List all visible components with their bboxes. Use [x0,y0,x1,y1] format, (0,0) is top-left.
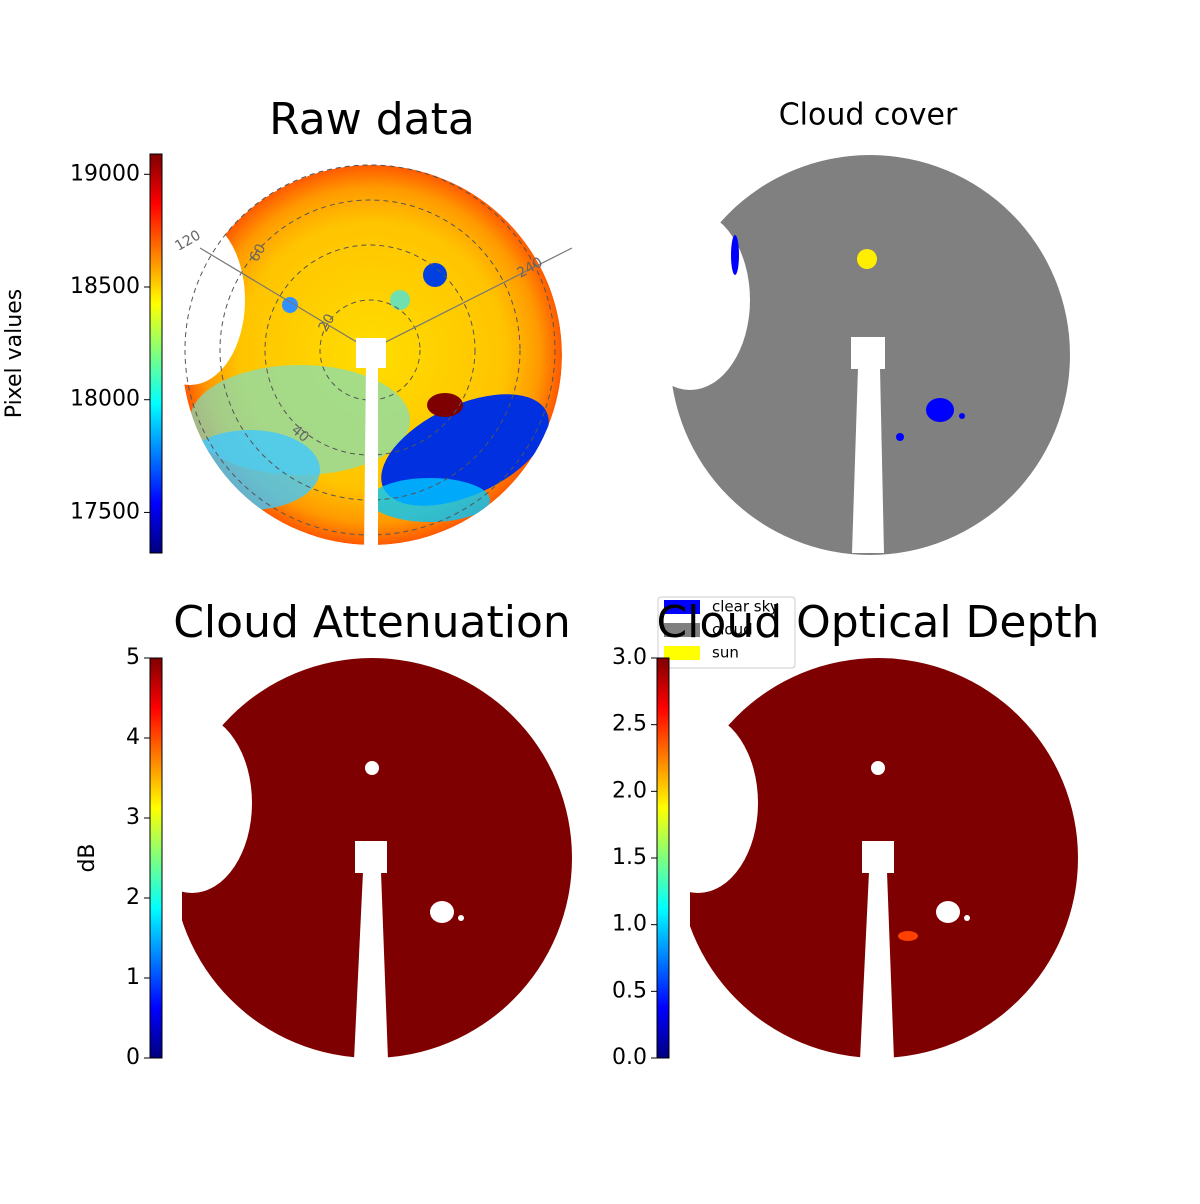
colorbar-tick-label: 1 [126,965,140,990]
colorbar-tick-label: 1.5 [612,845,647,870]
colorbar-tick-label: 5 [126,645,140,670]
colorbar-tick-label: 2 [126,885,140,910]
panel-title: Raw data [269,94,475,145]
colorbar [656,657,670,1059]
cloud-cover-image [630,155,1070,560]
colorbar-tick-label: 18000 [70,387,140,412]
legend-swatch [664,600,700,614]
panel-title: Cloud Optical Depth [656,597,1099,648]
panel-title: Cloud cover [779,98,958,133]
attenuation-image [132,658,572,1060]
colorbar-tick-label: 1.0 [612,912,647,937]
colorbar-tick-label: 0 [126,1045,140,1070]
colorbar-label: Pixel values [2,289,27,418]
colorbar-tick-label: 17500 [70,499,140,524]
colorbar [149,153,163,554]
colorbar-tick-label: 3 [126,805,140,830]
legend-swatch [664,623,700,637]
colorbar-tick-label: 18500 [70,274,140,299]
colorbar-tick-label: 0.5 [612,978,647,1003]
legend-label: clear sky [712,598,779,616]
colorbar-tick-label: 2.0 [612,778,647,803]
colorbar-tick-label: 3.0 [612,645,647,670]
colorbar [149,657,163,1059]
colorbar-tick-label: 19000 [70,161,140,186]
polar-label: 20 [316,311,339,334]
legend-label: sun [712,644,739,662]
colorbar-tick-label: 4 [126,725,140,750]
colorbar-tick-label: 0.0 [612,1045,647,1070]
colorbar-label: dB [75,843,100,872]
panel-title: Cloud Attenuation [173,597,571,648]
polar-label: 60 [247,241,270,264]
legend-label: cloud [712,621,753,639]
legend-swatch [664,646,700,660]
colorbar-tick-label: 2.5 [612,712,647,737]
raw-image [135,164,573,554]
optical-depth-image [638,658,1078,1060]
